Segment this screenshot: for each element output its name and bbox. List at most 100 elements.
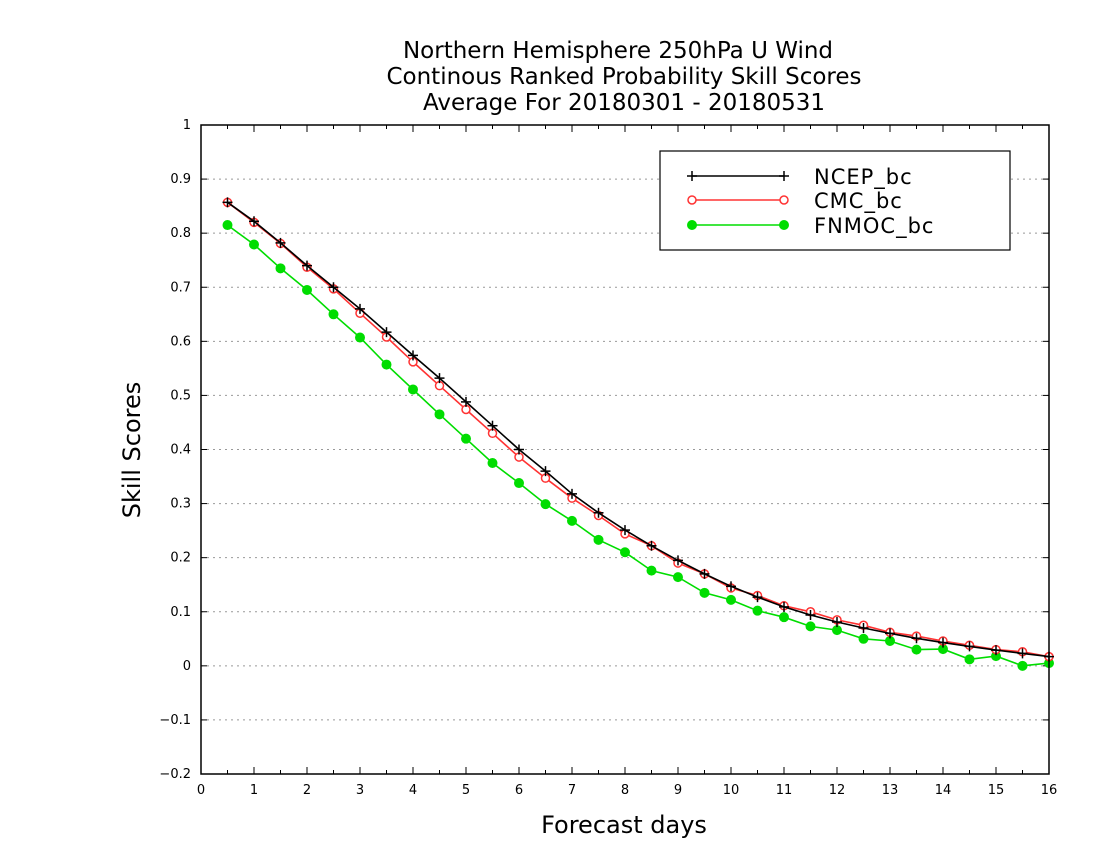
y-axis-ticks: −0.2 −0.1 0 0.1 0.2 0.3 0.4 0.5 0.6 0.7 0.8 0.9 1 <box>159 118 1049 782</box>
legend-marker <box>687 195 697 205</box>
legend-label: NCEP_bc <box>814 165 913 190</box>
y-tick-label: 0.1 <box>170 605 191 620</box>
data-point-fnmoc-bc <box>593 534 604 545</box>
data-point-ncep-bc <box>699 568 710 579</box>
legend-marker <box>779 220 789 230</box>
data-point-ncep-bc <box>328 282 339 293</box>
series-line-ncep-bc <box>227 201 1050 658</box>
x-tick-label: 10 <box>723 783 740 798</box>
data-point-fnmoc-bc <box>328 309 339 320</box>
data-point-ncep-bc <box>620 525 630 536</box>
data-point-ncep-bc <box>434 373 445 384</box>
x-axis-label: Forecast days <box>541 811 707 839</box>
title-line-2: Continous Ranked Probability Skill Score… <box>386 64 861 90</box>
chart-title: Northern Hemisphere 250hPa U Wind Contin… <box>386 38 861 116</box>
data-point-ncep-bc <box>249 216 259 227</box>
data-point-fnmoc-bc <box>487 458 498 469</box>
x-tick-label: 7 <box>568 783 576 798</box>
legend-item-ncep-bc: NCEP_bc <box>687 165 913 190</box>
data-point-fnmoc-bc <box>726 594 736 605</box>
data-series <box>222 197 1054 671</box>
x-tick-label: 9 <box>674 783 682 798</box>
data-point-ncep-bc <box>1017 648 1028 659</box>
series-line-fnmoc-bc <box>227 224 1050 667</box>
y-tick-label: 0 <box>183 659 191 674</box>
title-line-3: Average For 20180301 - 20180531 <box>423 90 825 116</box>
series-line-cmc-bc <box>227 201 1050 658</box>
data-point-fnmoc-bc <box>567 515 577 526</box>
data-point-fnmoc-bc <box>461 433 471 444</box>
y-tick-label: 0.4 <box>170 443 191 458</box>
series-cmc-bc <box>222 197 1054 662</box>
data-point-ncep-bc <box>991 645 1001 656</box>
legend-label: FNMOC_bc <box>814 214 934 239</box>
data-point-fnmoc-bc <box>434 409 445 420</box>
legend-marker <box>687 220 697 230</box>
data-point-fnmoc-bc <box>673 572 683 583</box>
x-tick-label: 2 <box>303 783 311 798</box>
data-point-ncep-bc <box>673 555 683 566</box>
data-point-ncep-bc <box>514 444 524 455</box>
data-point-fnmoc-bc <box>355 332 365 343</box>
data-point-fnmoc-bc <box>752 605 763 616</box>
x-tick-label: 5 <box>462 783 470 798</box>
data-point-ncep-bc <box>408 350 418 361</box>
series-ncep-bc <box>222 197 1054 662</box>
legend-label: CMC_bc <box>814 189 903 214</box>
y-tick-label: 1 <box>183 118 191 133</box>
data-point-fnmoc-bc <box>381 359 392 370</box>
data-point-ncep-bc <box>222 197 233 208</box>
legend-item-cmc-bc: CMC_bc <box>687 189 903 214</box>
data-point-fnmoc-bc <box>805 621 816 632</box>
data-point-ncep-bc <box>302 260 312 271</box>
data-point-fnmoc-bc <box>302 284 312 295</box>
y-tick-label: 0.8 <box>170 226 191 241</box>
series-fnmoc-bc <box>222 220 1054 671</box>
x-tick-label: 4 <box>409 783 417 798</box>
x-tick-label: 6 <box>515 783 523 798</box>
data-point-ncep-bc <box>567 488 577 499</box>
title-line-1: Northern Hemisphere 250hPa U Wind <box>403 38 833 64</box>
legend-item-fnmoc-bc: FNMOC_bc <box>687 214 934 239</box>
y-tick-label: −0.1 <box>159 713 191 728</box>
data-point-ncep-bc <box>832 617 842 628</box>
data-point-ncep-bc <box>355 303 365 314</box>
data-point-ncep-bc <box>752 592 763 603</box>
data-point-fnmoc-bc <box>699 587 710 598</box>
x-tick-label: 13 <box>882 783 899 798</box>
data-point-ncep-bc <box>593 507 604 518</box>
data-point-ncep-bc <box>911 633 922 644</box>
data-point-fnmoc-bc <box>408 384 418 395</box>
data-point-ncep-bc <box>858 622 869 633</box>
data-point-fnmoc-bc <box>779 612 789 623</box>
data-point-ncep-bc <box>275 237 286 248</box>
data-point-ncep-bc <box>964 641 975 652</box>
data-point-ncep-bc <box>461 396 471 407</box>
y-tick-label: 0.2 <box>170 551 191 566</box>
data-point-fnmoc-bc <box>540 499 551 510</box>
data-point-ncep-bc <box>779 601 789 612</box>
x-tick-label: 8 <box>621 783 629 798</box>
data-point-fnmoc-bc <box>222 220 233 231</box>
legend-marker <box>687 171 697 181</box>
y-axis-label: Skill Scores <box>118 382 146 519</box>
data-point-ncep-bc <box>487 420 498 431</box>
y-tick-label: 0.9 <box>170 172 191 187</box>
y-tick-label: 0.7 <box>170 280 191 295</box>
legend-marker <box>779 195 789 205</box>
y-tick-label: −0.2 <box>159 767 191 782</box>
data-point-fnmoc-bc <box>964 654 975 665</box>
data-point-fnmoc-bc <box>620 547 630 558</box>
data-point-fnmoc-bc <box>275 263 286 274</box>
x-tick-label: 14 <box>935 783 952 798</box>
data-point-fnmoc-bc <box>858 633 869 644</box>
data-point-fnmoc-bc <box>1017 660 1028 671</box>
data-point-ncep-bc <box>540 466 551 477</box>
y-tick-label: 0.6 <box>170 334 191 349</box>
data-point-ncep-bc <box>885 628 895 639</box>
data-point-ncep-bc <box>805 609 816 620</box>
data-point-ncep-bc <box>938 637 948 648</box>
data-point-fnmoc-bc <box>249 239 259 250</box>
